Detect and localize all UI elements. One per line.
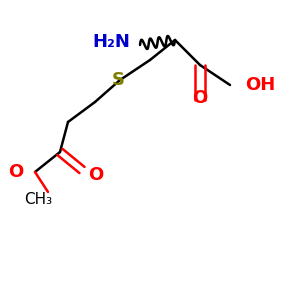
Text: O: O bbox=[88, 166, 103, 184]
Text: H₂N: H₂N bbox=[92, 33, 130, 51]
Text: S: S bbox=[112, 71, 124, 89]
Text: OH: OH bbox=[245, 76, 275, 94]
Text: CH₃: CH₃ bbox=[24, 192, 52, 207]
Text: O: O bbox=[8, 163, 23, 181]
Text: O: O bbox=[192, 89, 208, 107]
